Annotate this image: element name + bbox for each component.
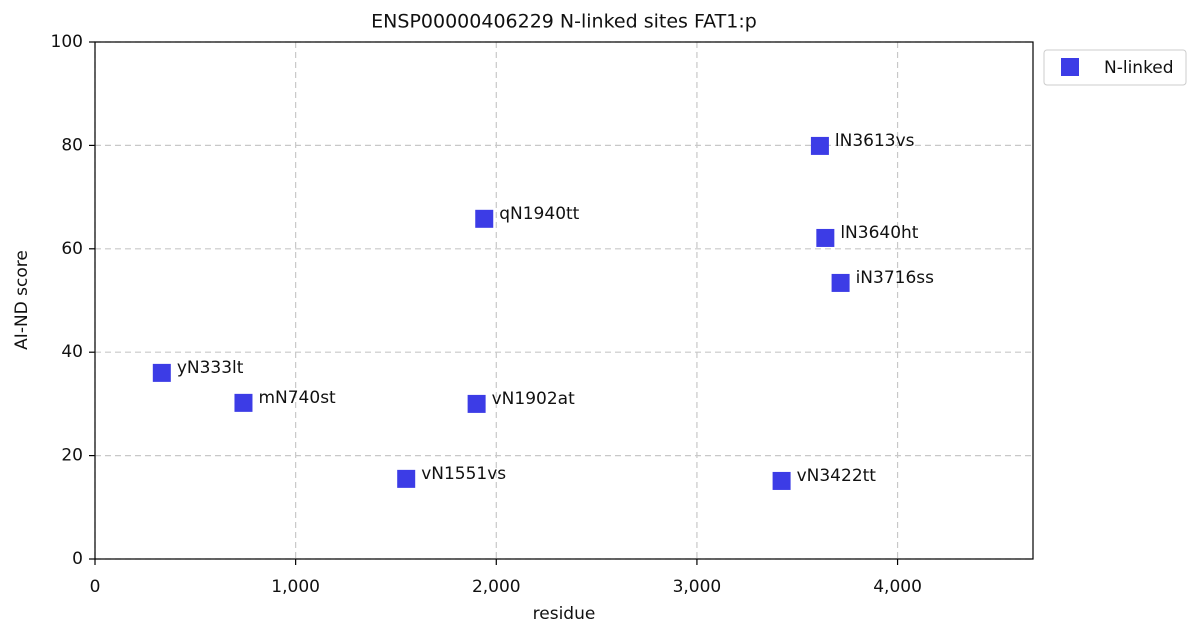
point-label: vN3422tt: [797, 466, 877, 486]
point-label: lN3640ht: [840, 223, 918, 243]
x-tick-label: 3,000: [673, 577, 722, 597]
point-label: iN3716ss: [856, 268, 935, 288]
point-label: qN1940tt: [499, 204, 579, 224]
point: [810, 136, 829, 155]
legend-label: N-linked: [1104, 58, 1174, 78]
point: [467, 394, 486, 413]
y-axis-label: AI-ND score: [12, 250, 32, 350]
point-label: vN1551vs: [421, 464, 506, 484]
point: [816, 228, 835, 247]
point-label: vN1902at: [492, 389, 575, 409]
x-tick-label: 1,000: [271, 577, 320, 597]
point: [831, 273, 850, 292]
y-tick-label: 40: [61, 342, 83, 362]
y-tick-label: 20: [61, 446, 83, 466]
legend-box: [1043, 49, 1187, 86]
point-label: yN333lt: [177, 358, 244, 378]
y-tick-label: 0: [72, 549, 83, 569]
point-label: mN740st: [258, 388, 336, 408]
point: [475, 209, 494, 228]
x-tick-label: 0: [90, 577, 101, 597]
y-tick-label: 100: [51, 32, 83, 52]
point: [152, 363, 171, 382]
y-tick-label: 80: [61, 135, 83, 155]
x-tick-label: 4,000: [873, 577, 922, 597]
chart-title: ENSP00000406229 N-linked sites FAT1:p: [371, 11, 757, 33]
point-label: lN3613vs: [835, 131, 915, 151]
y-tick-label: 60: [61, 239, 83, 259]
legend-marker: [1061, 58, 1079, 76]
x-axis-label: residue: [533, 604, 596, 624]
plot-frame: [94, 41, 1034, 560]
point: [397, 469, 416, 488]
point: [772, 471, 791, 490]
point: [234, 393, 253, 412]
x-tick-label: 2,000: [472, 577, 521, 597]
